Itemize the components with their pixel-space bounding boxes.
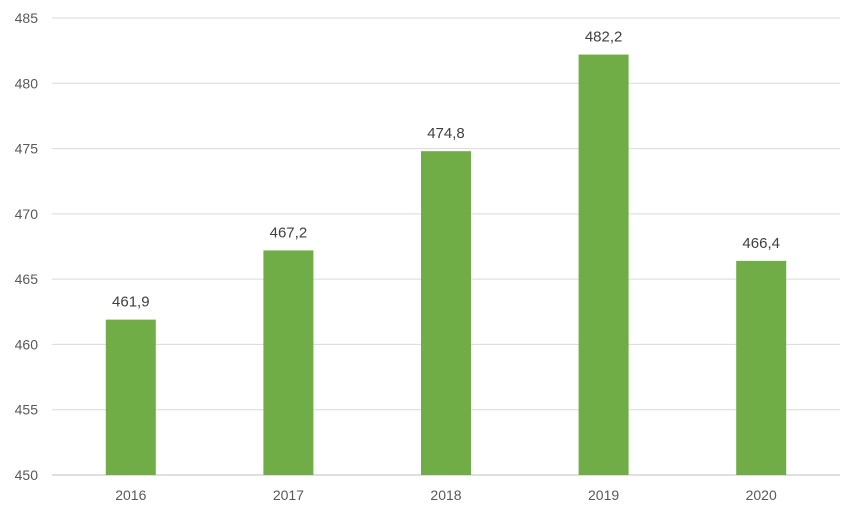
x-tick-label-2017: 2017 bbox=[273, 487, 304, 503]
bar-2018 bbox=[421, 151, 471, 475]
y-tick-label: 475 bbox=[15, 141, 39, 157]
data-labels: 461,9 467,2 474,8 482,2 466,4 bbox=[112, 29, 780, 311]
y-tick-label: 470 bbox=[15, 206, 39, 222]
bar-2020 bbox=[736, 260, 787, 475]
x-tick-label-2019: 2019 bbox=[588, 487, 619, 503]
x-tick-label-2018: 2018 bbox=[430, 487, 461, 503]
data-label-2016: 461,9 bbox=[112, 294, 150, 311]
y-tick-label: 485 bbox=[15, 10, 39, 26]
y-tick-label: 480 bbox=[15, 75, 39, 91]
bars bbox=[105, 54, 787, 476]
y-tick-label: 455 bbox=[15, 402, 39, 418]
y-tick-label: 465 bbox=[15, 271, 39, 287]
bar-2016 bbox=[105, 319, 156, 475]
bar-2017 bbox=[263, 250, 314, 475]
y-tick-label: 460 bbox=[15, 336, 39, 352]
y-tick-label: 450 bbox=[15, 467, 39, 483]
data-label-2017: 467,2 bbox=[270, 224, 308, 241]
data-label-2020: 466,4 bbox=[742, 235, 780, 252]
x-tick-label-2016: 2016 bbox=[115, 487, 146, 503]
data-label-2018: 474,8 bbox=[427, 125, 465, 142]
bar-2019 bbox=[578, 54, 629, 476]
y-axis-ticks: 450 455 460 465 470 475 480 485 bbox=[15, 10, 39, 483]
x-axis-ticks: 2016 2017 2018 2019 2020 bbox=[115, 487, 777, 503]
data-label-2019: 482,2 bbox=[585, 29, 623, 46]
x-tick-label-2020: 2020 bbox=[746, 487, 777, 503]
